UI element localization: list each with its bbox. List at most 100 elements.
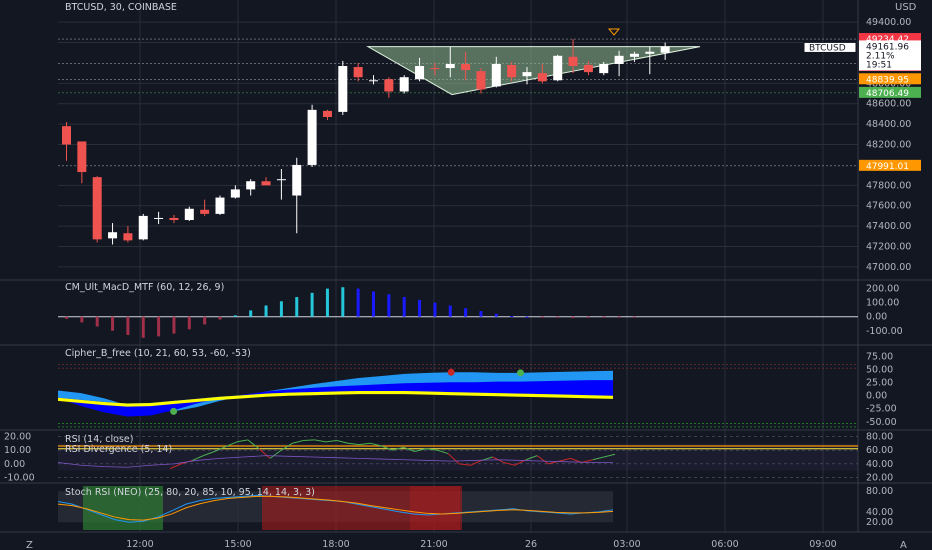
candle-body[interactable]: [369, 80, 378, 82]
candle-body[interactable]: [184, 208, 194, 220]
candle-body[interactable]: [62, 126, 71, 145]
candle-body[interactable]: [568, 56, 578, 67]
candle-body[interactable]: [92, 177, 102, 240]
candle-body[interactable]: [77, 141, 87, 173]
candle-body[interactable]: [108, 232, 118, 239]
candle-body[interactable]: [415, 66, 425, 80]
indicator-panels: [0, 0, 932, 533]
candle-body[interactable]: [276, 179, 286, 181]
price-tick-label: 47800.00: [866, 180, 911, 191]
candle-body[interactable]: [476, 71, 486, 90]
candle-body[interactable]: [537, 73, 547, 82]
signal-marker: [607, 28, 621, 36]
price-panel[interactable]: [58, 28, 858, 245]
rsi-line-segment: [447, 453, 460, 465]
rsi-line-segment: [169, 463, 182, 470]
auto-scale-icon[interactable]: A: [900, 540, 907, 550]
macd-bar: [479, 311, 483, 317]
price-tag-text: 47991.01: [866, 162, 909, 172]
candle-body[interactable]: [614, 55, 624, 64]
candle-body[interactable]: [491, 63, 501, 87]
candle-body[interactable]: [399, 77, 409, 92]
macd-bar: [295, 297, 299, 317]
macd-bar: [525, 316, 529, 318]
candle-body[interactable]: [200, 209, 210, 214]
macd-bar: [571, 316, 575, 319]
macd-tick-label: -100.00: [866, 326, 903, 337]
candle-body[interactable]: [645, 51, 655, 54]
candle-body[interactable]: [338, 66, 348, 112]
macd-bar: [448, 305, 452, 317]
rsi-left-tick-label: -10.00: [4, 473, 35, 484]
rsi-line-segment: [258, 448, 271, 459]
rsi-line-segment: [381, 445, 393, 451]
cipher-sell-dot: [447, 368, 455, 376]
cipher-buy-dot: [517, 369, 524, 377]
candle-body[interactable]: [230, 189, 240, 198]
candle-body[interactable]: [507, 64, 517, 78]
candle-body[interactable]: [629, 53, 639, 57]
candle-body[interactable]: [307, 109, 317, 165]
candle-body[interactable]: [154, 217, 164, 219]
macd-bar: [218, 316, 222, 320]
candle-body[interactable]: [292, 164, 302, 196]
cipher-tick-label: -50.00: [866, 417, 897, 428]
candle-body[interactable]: [215, 197, 225, 214]
rsi-line-segment: [370, 442, 382, 447]
rsi-band: [58, 443, 858, 471]
rsi-left-tick-label: 10.00: [4, 445, 31, 456]
candle-body[interactable]: [169, 217, 179, 220]
candle-body[interactable]: [384, 79, 394, 92]
cipher-tick-label: 0.00: [866, 391, 887, 402]
macd-bar: [510, 316, 514, 318]
cipher-tick-label: 75.00: [866, 352, 893, 363]
rsi-line-segment: [336, 440, 349, 444]
candle-body[interactable]: [445, 63, 455, 69]
stoch-panel[interactable]: [57, 486, 614, 530]
rsi-line-segment: [225, 441, 237, 448]
stoch-title: Stoch RSI (NEO) (25, 80, 20, 85, 10, 95,…: [65, 487, 315, 498]
rsi-line-segment: [525, 455, 538, 461]
macd-panel[interactable]: [58, 287, 858, 338]
cipher-tick-label: -25.00: [866, 404, 897, 415]
candle-body[interactable]: [599, 63, 609, 74]
rsi-line-segment: [236, 439, 248, 443]
price-tag: [859, 33, 921, 45]
price-tick-label: 47600.00: [866, 201, 911, 212]
candle-body[interactable]: [123, 233, 133, 241]
symbol-badge-text: BTCUSD: [809, 43, 846, 53]
candle-body[interactable]: [246, 181, 256, 190]
candle-body[interactable]: [261, 181, 271, 186]
cipher-panel[interactable]: [58, 364, 858, 428]
rsi-tick-label: 60.00: [866, 445, 893, 456]
rsi-line-segment: [425, 448, 438, 451]
stoch-overbought-zone: [410, 486, 460, 530]
price-tick-label: 47000.00: [866, 262, 911, 273]
rsi-line-segment: [436, 449, 449, 455]
stoch-tick-label: 40.00: [866, 507, 893, 518]
candle-body[interactable]: [138, 215, 148, 240]
candle-body[interactable]: [353, 67, 363, 78]
rsi-line-segment: [503, 462, 515, 466]
macd-bar: [494, 313, 498, 317]
candle-body[interactable]: [660, 46, 670, 53]
rsi-panel[interactable]: [57, 436, 858, 478]
macd-tick-label: 200.00: [866, 284, 899, 295]
candle-body[interactable]: [430, 68, 440, 70]
macd-bar: [632, 316, 636, 318]
candle-body[interactable]: [583, 64, 593, 73]
candle-body[interactable]: [461, 63, 471, 71]
rsi-title: RSI (14, close): [65, 434, 133, 445]
candle-body[interactable]: [322, 110, 332, 117]
rsi-line-segment: [280, 442, 293, 451]
macd-bar: [264, 305, 268, 317]
rsi-line-segment: [203, 451, 215, 457]
candle-body[interactable]: [553, 55, 563, 81]
macd-title: CM_Ult_MacD_MTF (60, 12, 26, 9): [65, 282, 224, 293]
zoom-icon[interactable]: Z: [26, 540, 33, 550]
x-tick-label: 21:00: [420, 539, 447, 550]
cipher-buy-dot: [170, 407, 178, 415]
candle-body[interactable]: [522, 72, 532, 77]
macd-bar: [95, 316, 99, 327]
